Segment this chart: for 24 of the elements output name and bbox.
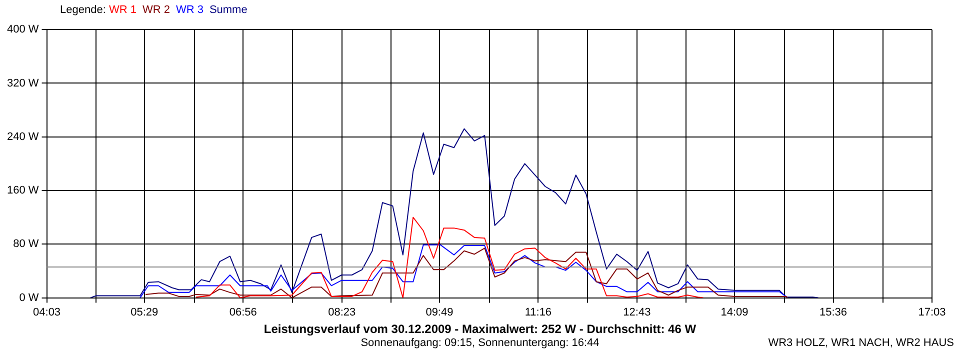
x-tick-label: 17:03 (918, 306, 946, 318)
y-tick-label: 240 W (6, 130, 40, 143)
text: WR 1 (108, 4, 136, 16)
legend-title: Legende: (60, 4, 107, 16)
x-tick-label: 06:56 (229, 306, 257, 318)
x-tick-label: 08:23 (328, 306, 356, 318)
y-tick-label: 320 W (6, 77, 40, 90)
text: Summe (209, 4, 248, 16)
x-tick-label: 09:49 (426, 306, 454, 318)
x-tick-label: 12:43 (623, 306, 651, 318)
y-tick-label: 0 W (19, 292, 40, 304)
x-tick-label: 14:09 (720, 306, 748, 318)
y-tick-label: 160 W (6, 184, 40, 197)
y-tick-label: 400 W (6, 24, 40, 36)
y-tick-label: 80 W (13, 238, 40, 250)
text: Sonnenaufgang: 09:15, Sonnenuntergang: 16:44 (360, 337, 600, 349)
x-tick-label: 11:16 (524, 306, 552, 318)
text: WR 3 (176, 4, 204, 16)
x-tick-label: 05:29 (130, 306, 158, 318)
x-tick-label: 15:36 (820, 306, 848, 318)
text: WR 2 (142, 4, 170, 16)
x-tick-label: 04:03 (33, 306, 61, 318)
text: WR3 HOLZ, WR1 NACH, WR2 HAUS (768, 336, 954, 350)
text: Leistungsverlauf vom 30.12.2009 - Maximalwert: 252 W - Durchschnitt: 46 W (262, 322, 698, 336)
